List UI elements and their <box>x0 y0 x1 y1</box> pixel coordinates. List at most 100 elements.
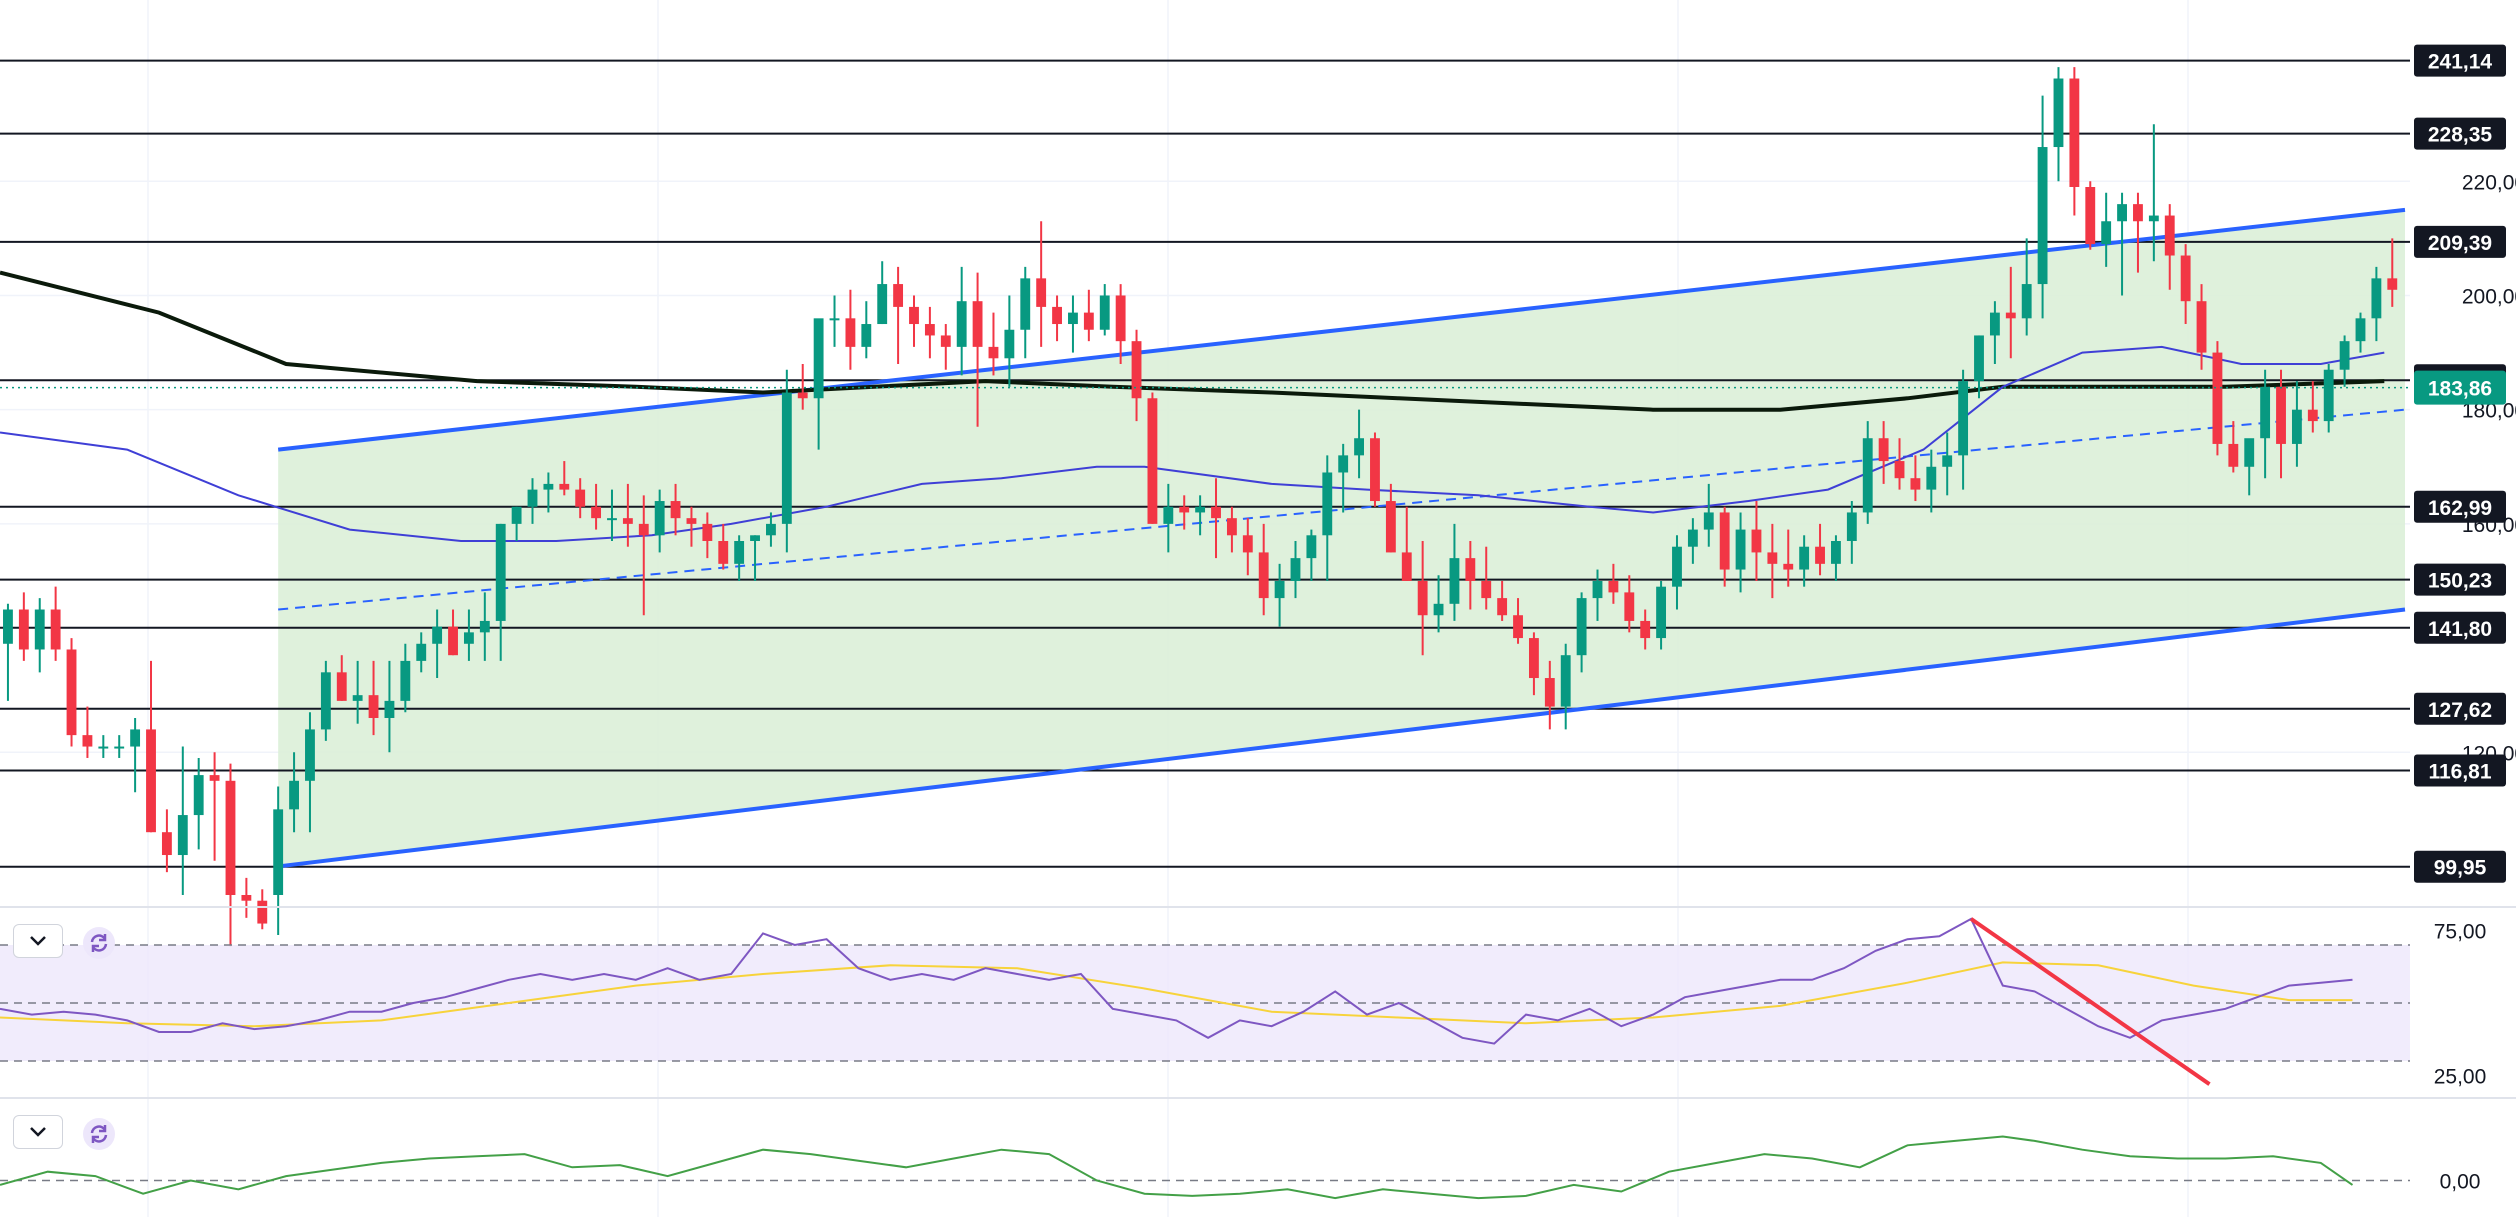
rsi-tick-label: 75,00 <box>2434 921 2487 944</box>
candle-body <box>2021 284 2032 319</box>
candle-body <box>320 672 331 730</box>
candle-body <box>1544 678 1555 707</box>
candle <box>2339 335 2350 387</box>
candle-body <box>1878 438 1889 462</box>
level-label-bg <box>2414 225 2506 258</box>
candle <box>1703 483 1714 547</box>
rsi-collapse-button[interactable] <box>13 924 63 958</box>
candle <box>1020 266 1031 359</box>
candle <box>177 746 188 895</box>
candle-body <box>654 501 665 536</box>
level-label: 99,95 <box>2434 857 2487 880</box>
candle-body <box>114 746 125 749</box>
candle-body <box>18 609 29 650</box>
candle-body <box>956 301 967 347</box>
candle <box>1656 580 1667 650</box>
candle <box>718 523 729 570</box>
candle <box>845 289 856 370</box>
candle-body <box>2387 278 2398 290</box>
candle-body <box>1862 438 1873 513</box>
level-label-bg <box>2414 692 2506 725</box>
candle-body <box>1433 603 1444 616</box>
candle-body <box>1799 546 1810 570</box>
candle <box>432 609 443 679</box>
candle-body <box>2053 78 2064 148</box>
level-label: 116,81 <box>2428 760 2491 783</box>
candle-body <box>1513 615 1523 639</box>
candle-body <box>813 318 824 399</box>
candle-body <box>2228 443 2239 467</box>
rsi-tick-label: 25,00 <box>2434 1066 2487 1089</box>
candle <box>193 757 204 850</box>
candle <box>114 735 125 758</box>
candle <box>1640 609 1651 650</box>
channel-lower-line <box>277 607 2406 869</box>
candle-body <box>591 506 602 519</box>
candle <box>1528 632 1539 696</box>
candle <box>1544 660 1555 730</box>
candle-body <box>1083 312 1094 330</box>
candle-body <box>1592 580 1603 599</box>
candle <box>1322 455 1333 581</box>
candle <box>2069 67 2080 216</box>
candle <box>1083 289 1094 342</box>
candle-body <box>1385 501 1396 553</box>
oscillator-collapse-button[interactable] <box>13 1115 63 1149</box>
candle-body <box>750 535 760 541</box>
candle <box>495 523 506 661</box>
candle <box>1481 546 1492 610</box>
level-label-bg <box>2414 44 2506 77</box>
candle-body <box>2276 386 2286 444</box>
candle-body <box>352 695 363 701</box>
candle <box>543 472 554 513</box>
candle <box>1958 369 1969 490</box>
candle-body <box>702 523 713 541</box>
candle <box>1465 541 1476 610</box>
candle-body <box>622 518 633 524</box>
candle <box>289 752 299 833</box>
candle-body <box>2117 204 2127 222</box>
level-label: 127,62 <box>2428 699 2492 722</box>
candle-body <box>1656 586 1667 639</box>
candle <box>1687 518 1698 564</box>
rsi-refresh-button[interactable] <box>80 924 118 962</box>
oscillator-refresh-button[interactable] <box>80 1115 118 1153</box>
candle-body <box>1497 598 1508 616</box>
candle <box>161 809 172 873</box>
candle-body <box>1020 278 1031 330</box>
candle-body <box>797 392 808 399</box>
candle <box>1576 592 1587 673</box>
level-label: 141,80 <box>2428 618 2492 641</box>
last-price-label: 183,86 <box>2428 378 2492 401</box>
candle <box>305 712 315 833</box>
candle-body <box>940 335 951 347</box>
candle-body <box>2307 409 2318 422</box>
candle-body <box>1115 295 1126 342</box>
candle <box>559 461 570 496</box>
candle-body <box>1370 438 1380 502</box>
candle-body <box>2291 409 2302 444</box>
candle-body <box>1465 558 1476 581</box>
level-label: 150,23 <box>2428 570 2492 593</box>
candle <box>336 655 347 701</box>
candle <box>273 786 284 935</box>
candle <box>527 478 538 524</box>
candle-body <box>146 729 156 833</box>
last-price-label-bg <box>2414 370 2506 405</box>
candle-body <box>289 780 299 810</box>
oscillator-line <box>0 1135 2354 1200</box>
candle <box>1211 478 1221 559</box>
candle-body <box>98 746 109 749</box>
candle <box>972 272 983 427</box>
chevron-down-icon <box>30 1127 46 1137</box>
candle <box>1910 455 1921 502</box>
candle-body <box>209 775 220 781</box>
candle-body <box>1958 381 1969 456</box>
candle-body <box>1354 438 1364 456</box>
candle <box>1767 523 1778 599</box>
candle <box>1068 295 1078 353</box>
candle-body <box>416 643 427 661</box>
candle <box>861 301 872 359</box>
candle <box>1846 501 1857 564</box>
